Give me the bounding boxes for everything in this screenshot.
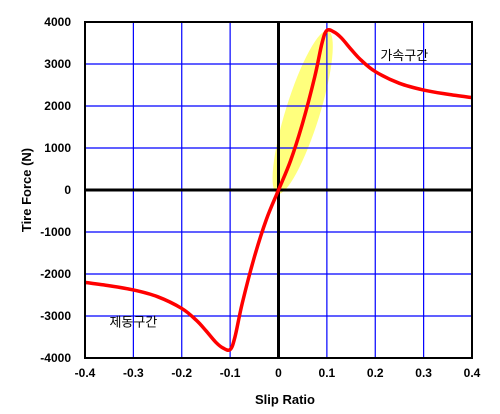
x-tick-label: -0.1 xyxy=(220,366,241,380)
y-tick-label: -2000 xyxy=(40,267,71,281)
x-tick-label: -0.3 xyxy=(123,366,144,380)
y-tick-label: -1000 xyxy=(40,225,71,239)
series-layer xyxy=(84,27,473,353)
y-tick-label: -3000 xyxy=(40,309,71,323)
y-tick-label: 0 xyxy=(64,183,71,197)
x-axis-label: Slip Ratio xyxy=(255,392,315,407)
x-tick-label: -0.2 xyxy=(171,366,192,380)
y-tick-label: 2000 xyxy=(44,99,71,113)
y-tick-labels: 4000 3000 2000 1000 0 -1000 -2000 -3000 -4000 xyxy=(40,15,71,365)
y-tick-label: 3000 xyxy=(44,57,71,71)
tire-force-curve xyxy=(84,27,473,353)
x-tick-label: -0.4 xyxy=(75,366,96,380)
x-tick-label: 0.2 xyxy=(367,366,384,380)
x-tick-label: 0.1 xyxy=(319,366,336,380)
y-tick-label: 4000 xyxy=(44,15,71,29)
x-tick-label: 0.4 xyxy=(464,366,481,380)
annotation-label: 제동구간 xyxy=(109,316,157,331)
x-tick-labels: -0.4 -0.3 -0.2 -0.1 0 0.1 0.2 0.3 0.4 xyxy=(75,366,481,380)
plot-frame xyxy=(84,21,473,359)
x-tick-label: 0 xyxy=(275,366,282,380)
x-tick-label: 0.3 xyxy=(415,366,432,380)
y-tick-label: 1000 xyxy=(44,141,71,155)
y-axis-label: Tire Force (N) xyxy=(19,148,34,232)
annotation-label: 가속구간 xyxy=(380,49,428,64)
y-tick-label: -4000 xyxy=(40,351,71,365)
